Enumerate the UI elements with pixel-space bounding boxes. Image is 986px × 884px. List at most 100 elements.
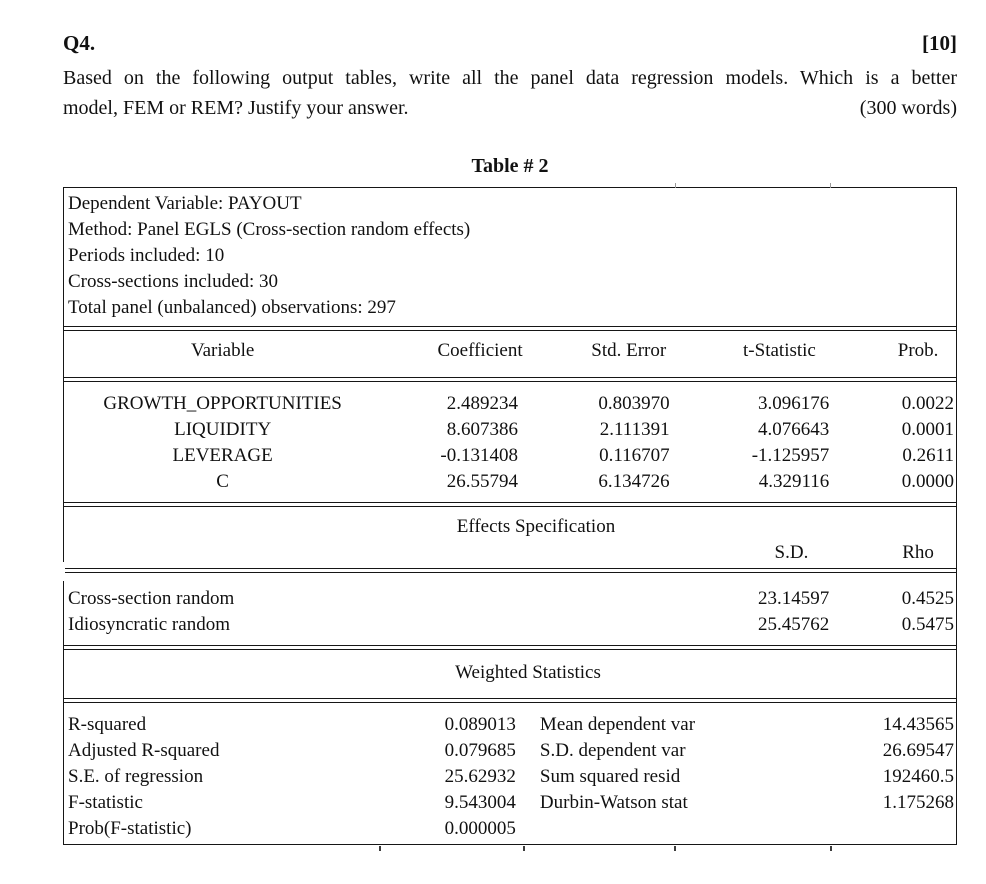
scan-tick	[830, 183, 831, 188]
effects-specification-section: Effects Specification S.D. Rho	[64, 507, 956, 568]
weighted-statistics-section: Weighted Statistics	[64, 650, 956, 698]
cell-variable: GROWTH_OPPORTUNITIES	[103, 393, 342, 414]
column-header-row: Variable Coefficient Std. Error t-Statis…	[64, 331, 956, 377]
cell-effect-label: Idiosyncratic random	[68, 614, 230, 635]
separator-double-line	[64, 645, 956, 650]
weighted-statistics-rows: R-squared 0.089013 Mean dependent var 14…	[64, 703, 956, 844]
table-row: GROWTH_OPPORTUNITIES 2.489234 0.803970 3…	[64, 391, 956, 417]
document-content: Q4. [10] Based on the following output t…	[62, 30, 957, 851]
question-header: Q4. [10]	[63, 30, 957, 56]
table-row: R-squared 0.089013 Mean dependent var 14…	[64, 712, 956, 738]
cell-stat-label: Prob(F-statistic)	[68, 818, 192, 839]
weighted-statistics-title: Weighted Statistics	[455, 662, 601, 683]
cell-effect-label: Cross-section random	[68, 588, 235, 609]
scan-tick	[830, 845, 832, 851]
cell-prob: 0.0000	[901, 471, 954, 492]
info-cross-sections: Cross-sections included: 30	[68, 271, 279, 292]
effects-col-rho: Rho	[902, 542, 934, 563]
scan-tick	[379, 845, 381, 851]
cell-rho: 0.4525	[901, 588, 954, 609]
scan-border-gap	[62, 562, 65, 581]
cell-rho: 0.5475	[901, 614, 954, 635]
question-text-line2-left: model, FEM or REM? Justify your answer.	[63, 97, 409, 119]
info-dependent-variable: Dependent Variable: PAYOUT	[68, 193, 302, 214]
table-row: S.E. of regression 25.62932 Sum squared …	[64, 764, 956, 790]
cell-std-error: 2.111391	[599, 419, 670, 440]
cell-stat-value: 0.079685	[444, 740, 516, 761]
scan-tick	[674, 845, 676, 851]
separator-double-line	[64, 502, 956, 507]
cell-stat-value: 26.69547	[882, 740, 954, 761]
cell-stat-value: 9.543004	[444, 792, 516, 813]
effects-col-sd: S.D.	[774, 542, 809, 563]
estimation-info: Dependent Variable: PAYOUT Method: Panel…	[64, 188, 956, 326]
info-observations: Total panel (unbalanced) observations: 2…	[68, 297, 396, 318]
cell-prob: 0.0001	[901, 419, 954, 440]
cell-t-statistic: 4.076643	[758, 419, 830, 440]
table-row: LEVERAGE -0.131408 0.116707 -1.125957 0.…	[64, 443, 956, 469]
cell-stat-value: 192460.5	[882, 766, 954, 787]
cell-variable: LEVERAGE	[172, 445, 273, 466]
cell-variable: C	[216, 471, 229, 492]
cell-stat-label	[518, 816, 797, 842]
info-periods: Periods included: 10	[68, 245, 225, 266]
cell-variable: LIQUIDITY	[174, 419, 272, 440]
column-header-coefficient: Coefficient	[437, 340, 523, 361]
cell-stat-label: S.E. of regression	[68, 766, 204, 787]
question-marks: [10]	[922, 31, 957, 55]
separator-double-line	[64, 377, 956, 382]
cell-std-error: 6.134726	[598, 471, 670, 492]
table-row: Cross-section random 23.14597 0.4525	[64, 586, 956, 612]
cell-stat-label: S.D. dependent var	[539, 740, 686, 761]
cell-stat-label: F-statistic	[68, 792, 143, 813]
scan-tick	[675, 183, 676, 188]
cell-stat-value: 0.089013	[444, 714, 516, 735]
cell-coefficient: 2.489234	[446, 393, 518, 414]
cell-stat-label: Mean dependent var	[539, 714, 696, 735]
cell-std-error: 0.116707	[599, 445, 670, 466]
column-header-t-statistic: t-Statistic	[743, 340, 816, 361]
cell-coefficient: 26.55794	[446, 471, 518, 492]
question-word-limit: (300 words)	[859, 97, 957, 119]
separator-double-line	[64, 326, 956, 331]
cell-stat-value: 1.175268	[882, 792, 954, 813]
cell-stat-label: Durbin-Watson stat	[539, 792, 688, 813]
cell-stat-value: 25.62932	[444, 766, 516, 787]
question-text-line1: Based on the following output tables, wr…	[63, 67, 957, 89]
effects-specification-title: Effects Specification	[456, 516, 616, 537]
table-row: Prob(F-statistic) 0.000005	[64, 816, 956, 842]
table-row: F-statistic 9.543004 Durbin-Watson stat …	[64, 790, 956, 816]
cell-sd: 25.45762	[758, 614, 830, 635]
column-header-std-error: Std. Error	[591, 340, 667, 361]
column-header-prob: Prob.	[897, 340, 939, 361]
random-effects-rows: Cross-section random 23.14597 0.4525 Idi…	[64, 573, 956, 645]
cell-std-error: 0.803970	[598, 393, 670, 414]
table-row: LIQUIDITY 8.607386 2.111391 4.076643 0.0…	[64, 417, 956, 443]
cell-stat-label: R-squared	[68, 714, 147, 735]
cell-coefficient: 8.607386	[446, 419, 518, 440]
cell-prob: 0.0022	[901, 393, 954, 414]
question-text-line2: model, FEM or REM? Justify your answer. …	[63, 93, 957, 123]
cell-coefficient: -0.131408	[440, 445, 518, 466]
cell-sd: 23.14597	[758, 588, 830, 609]
cell-t-statistic: 3.096176	[758, 393, 830, 414]
cell-stat-label: Adjusted R-squared	[68, 740, 220, 761]
cell-stat-value: 14.43565	[882, 714, 954, 735]
scan-tick	[523, 845, 525, 851]
cell-stat-value: 0.000005	[444, 818, 516, 839]
cell-stat-label: Sum squared resid	[539, 766, 681, 787]
regression-output-table: Dependent Variable: PAYOUT Method: Panel…	[62, 183, 957, 851]
coefficient-rows: GROWTH_OPPORTUNITIES 2.489234 0.803970 3…	[64, 382, 956, 502]
cell-t-statistic: -1.125957	[751, 445, 830, 466]
separator-double-line	[64, 698, 956, 703]
cell-t-statistic: 4.329116	[758, 471, 830, 492]
cell-prob: 0.2611	[902, 445, 954, 466]
info-method: Method: Panel EGLS (Cross-section random…	[68, 219, 471, 240]
question-number: Q4.	[63, 31, 96, 55]
table-row: Adjusted R-squared 0.079685 S.D. depende…	[64, 738, 956, 764]
table-row: C 26.55794 6.134726 4.329116 0.0000	[64, 469, 956, 495]
cell-stat-value	[797, 816, 956, 842]
column-header-variable: Variable	[190, 340, 255, 361]
table-row: Idiosyncratic random 25.45762 0.5475	[64, 612, 956, 638]
